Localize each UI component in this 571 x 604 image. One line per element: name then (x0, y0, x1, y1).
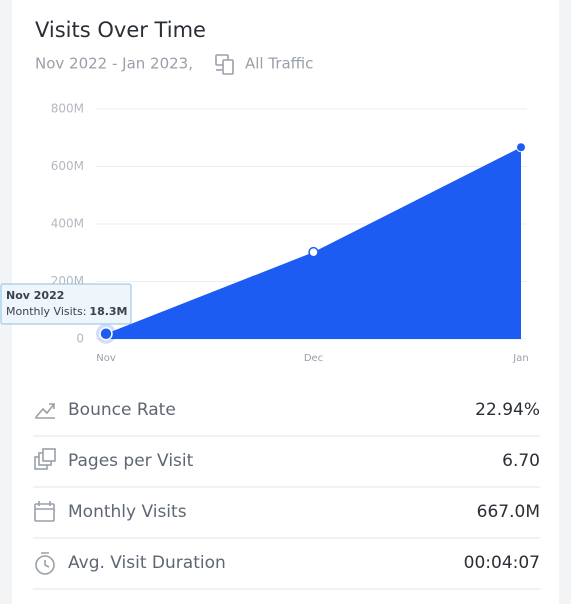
metric-label: Bounce Rate (68, 400, 176, 420)
data-point (99, 326, 113, 341)
data-point (308, 246, 319, 258)
data-point (516, 142, 526, 153)
tooltip-title: Nov 2022 (6, 289, 64, 302)
tooltip-label: Monthly Visits: 18.3M (6, 305, 128, 318)
metric-label: Pages per Visit (68, 451, 194, 471)
x-tick-label: Nov (96, 353, 116, 364)
y-tick-label: 0 (76, 332, 84, 346)
metric-value: 22.94% (475, 400, 540, 420)
title: Visits Over Time (35, 18, 206, 42)
x-tick-label: Dec (304, 353, 323, 364)
y-tick-label: 800M (51, 102, 84, 116)
metric-value: 667.0M (477, 502, 540, 522)
metrics: Bounce Rate 22.94% Pages per Visit 6.70 Mont… (33, 400, 540, 590)
metric-value: 00:04:07 (464, 553, 540, 573)
tooltip-label-text: Monthly Visits: (6, 305, 86, 318)
tooltip: Nov 2022 Monthly Visits: 18.3M (0, 283, 132, 325)
metric-icons (34, 403, 56, 575)
metric-value: 6.70 (502, 451, 540, 471)
y-tick-label: 400M (51, 217, 84, 231)
device-icon (215, 54, 234, 75)
metric-label: Avg. Visit Duration (68, 553, 226, 573)
x-tick-label: Jan (512, 353, 528, 364)
metric-label: Monthly Visits (68, 502, 187, 522)
traffic-filter[interactable]: All Traffic (245, 55, 313, 73)
y-tick-label: 600M (51, 159, 84, 173)
tooltip-value: 18.3M (89, 305, 127, 318)
tooltip-box (0, 283, 132, 325)
area (106, 147, 521, 339)
subtitle: Nov 2022 - Jan 2023, (35, 55, 193, 73)
